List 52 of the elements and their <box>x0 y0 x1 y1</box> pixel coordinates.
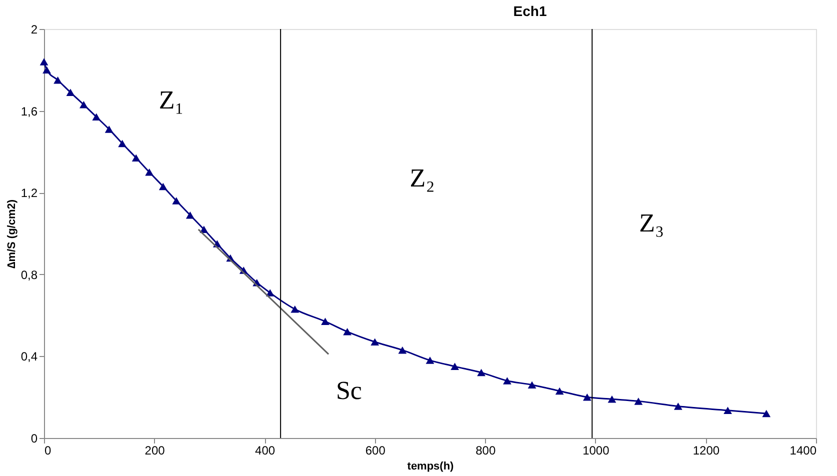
x-tick-label: 800 <box>476 444 496 458</box>
x-tick-label: 400 <box>255 444 276 458</box>
y-tick-label: 2 <box>30 22 38 36</box>
point <box>158 182 168 190</box>
point <box>172 197 181 204</box>
point <box>132 154 140 162</box>
x-tick-label: 600 <box>365 444 386 458</box>
point <box>674 402 682 410</box>
point <box>503 377 512 384</box>
point <box>477 368 486 376</box>
point <box>54 76 62 84</box>
point <box>450 362 459 370</box>
point <box>398 346 407 354</box>
annotation: Sc <box>336 376 362 405</box>
point <box>145 168 154 176</box>
y-tick-label: 0,4 <box>20 350 38 364</box>
x-tick-label: 1200 <box>692 444 720 458</box>
point <box>80 101 88 108</box>
x-tick-label: 1400 <box>790 444 817 458</box>
point <box>343 328 352 336</box>
y-tick-label: 1,6 <box>20 104 38 118</box>
point <box>370 338 380 346</box>
x-tick-label: 1000 <box>582 444 610 458</box>
point <box>66 88 75 96</box>
point <box>186 211 194 219</box>
chart-title: Ech1 <box>513 3 547 19</box>
point <box>92 113 101 121</box>
point <box>40 58 48 66</box>
y-tick-label: 1,2 <box>20 186 38 200</box>
point <box>290 306 300 313</box>
x-tick-label: 0 <box>44 444 52 458</box>
y-tick-label: 0,8 <box>20 268 38 282</box>
point <box>528 381 536 388</box>
x-axis-title: temps(h) <box>407 460 454 472</box>
annotation: Z₂ <box>410 163 435 192</box>
point <box>426 356 434 364</box>
x-tick-label: 200 <box>144 444 166 458</box>
point <box>555 387 564 395</box>
point <box>104 126 114 133</box>
y-axis-title: ∆m/S (g/cm2) <box>6 199 18 269</box>
point <box>582 393 592 401</box>
point <box>724 406 732 414</box>
point <box>266 289 274 296</box>
annotation: Z₃ <box>639 208 664 238</box>
point <box>321 318 330 326</box>
point <box>608 396 616 403</box>
annotation: Z₁ <box>158 86 184 115</box>
point <box>762 410 771 418</box>
point <box>118 140 126 148</box>
point <box>42 66 51 74</box>
y-tick-label: 0 <box>30 432 38 446</box>
point <box>634 398 643 405</box>
